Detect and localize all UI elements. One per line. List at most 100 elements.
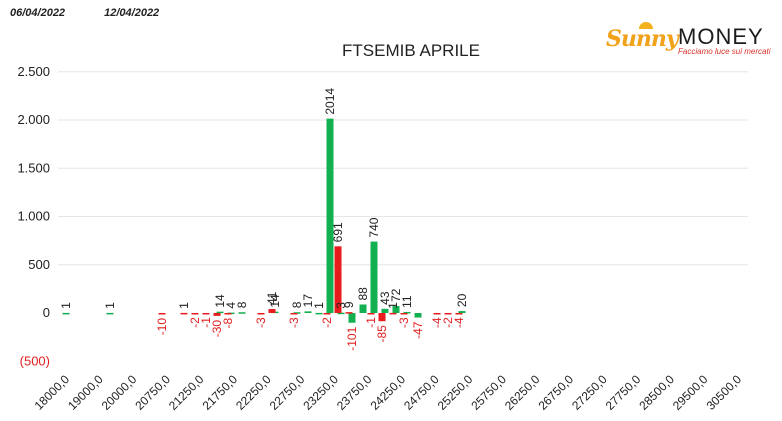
bar (403, 311, 411, 314)
data-label: 1 (312, 302, 326, 309)
bar (180, 312, 188, 315)
x-axis: 18000,019000,020000,020750,021250,021750… (32, 372, 745, 413)
data-label: 2014 (323, 88, 337, 115)
data-label: 14 (213, 294, 227, 308)
x-tick-label: 25750,0 (468, 372, 509, 413)
bar (315, 312, 323, 315)
data-label: 1 (386, 302, 400, 309)
bar (224, 313, 232, 315)
data-label: 1 (59, 302, 73, 309)
bar (455, 313, 463, 315)
bar (345, 312, 353, 314)
bar (290, 313, 298, 315)
bar (62, 312, 70, 315)
y-tick-label: 1.000 (17, 209, 50, 224)
data-label: 9 (342, 301, 356, 308)
sun-icon (639, 22, 653, 29)
data-label: 43 (378, 291, 392, 305)
data-label: -1 (364, 317, 378, 328)
logo-wordmark: MONEY (678, 24, 764, 49)
bar (414, 313, 422, 318)
x-tick-label: 21250,0 (166, 372, 207, 413)
bar (444, 313, 452, 315)
bar (293, 312, 301, 314)
bar (191, 313, 199, 315)
data-label: 20 (455, 293, 469, 307)
chart-title: FTSEMIB APRILE (342, 41, 480, 60)
data-label: -101 (345, 326, 359, 350)
data-label: -10 (155, 318, 169, 336)
date-from: 06/04/2022 (10, 7, 66, 19)
data-label: 8 (290, 301, 304, 308)
x-tick-label: 20000,0 (99, 372, 140, 413)
bar (238, 312, 246, 314)
x-tick-label: 30500,0 (704, 372, 745, 413)
bars (62, 118, 466, 323)
bar (257, 313, 265, 315)
data-label: 41 (265, 291, 279, 305)
gridlines (58, 71, 748, 266)
data-label: -3 (254, 317, 268, 328)
data-label: -8 (221, 317, 235, 328)
bar (381, 308, 389, 313)
y-tick-label: 500 (28, 257, 50, 272)
data-label: 1 (103, 302, 117, 309)
logo-script: Sunny (606, 26, 679, 52)
bar (367, 313, 375, 315)
data-label: -2 (188, 317, 202, 328)
x-tick-label: 22250,0 (233, 372, 274, 413)
y-tick-label: 1.500 (17, 160, 50, 175)
bar (216, 311, 224, 314)
sunny-money-logo: Sunny MONEY Facciamo luce sui mercati (606, 22, 770, 62)
data-label: -30 (210, 320, 224, 338)
x-tick-label: 27750,0 (603, 372, 644, 413)
data-label: 88 (356, 287, 370, 301)
data-label: 1 (177, 302, 191, 309)
x-tick-label: 24750,0 (401, 372, 442, 413)
bar (389, 312, 397, 315)
x-tick-label: 26750,0 (536, 372, 577, 413)
data-label: -4 (430, 317, 444, 328)
x-tick-label: 23750,0 (334, 372, 375, 413)
bar (326, 118, 334, 313)
bar (359, 304, 367, 313)
bar (433, 313, 441, 315)
data-label: 17 (301, 294, 315, 308)
data-label: 740 (367, 217, 381, 237)
x-tick-label: 29500,0 (670, 372, 711, 413)
data-label: 691 (331, 222, 345, 242)
data-label: -85 (375, 325, 389, 343)
y-tick-label: 0 (43, 305, 50, 320)
bar (268, 309, 276, 313)
data-label: -2 (320, 317, 334, 328)
data-label: -47 (411, 321, 425, 339)
x-tick-label: 23250,0 (300, 372, 341, 413)
bar (323, 313, 331, 315)
bar (202, 313, 210, 315)
x-tick-label: 28500,0 (636, 372, 677, 413)
data-label: -4 (452, 317, 466, 328)
bar (400, 313, 408, 315)
y-tick-label: 2.500 (17, 64, 50, 79)
data-label: -3 (397, 317, 411, 328)
logo-tagline: Facciamo luce sui mercati (678, 47, 771, 56)
bar (337, 312, 345, 315)
data-label: 72 (389, 288, 403, 302)
data-label: -2 (441, 317, 455, 328)
x-tick-label: 27250,0 (569, 372, 610, 413)
x-tick-label: 19000,0 (65, 372, 106, 413)
x-tick-label: 22750,0 (267, 372, 308, 413)
data-label: 4 (224, 302, 238, 309)
y-tick-label: 2.000 (17, 112, 50, 127)
bar (304, 311, 312, 313)
data-label: -3 (287, 317, 301, 328)
x-tick-label: 25250,0 (435, 372, 476, 413)
data-label: -1 (199, 317, 213, 328)
x-tick-label: 18000,0 (32, 372, 73, 413)
y-tick-label: (500) (20, 353, 50, 368)
x-tick-label: 24250,0 (368, 372, 409, 413)
x-tick-label: 20750,0 (132, 372, 173, 413)
date-to: 12/04/2022 (104, 7, 160, 19)
